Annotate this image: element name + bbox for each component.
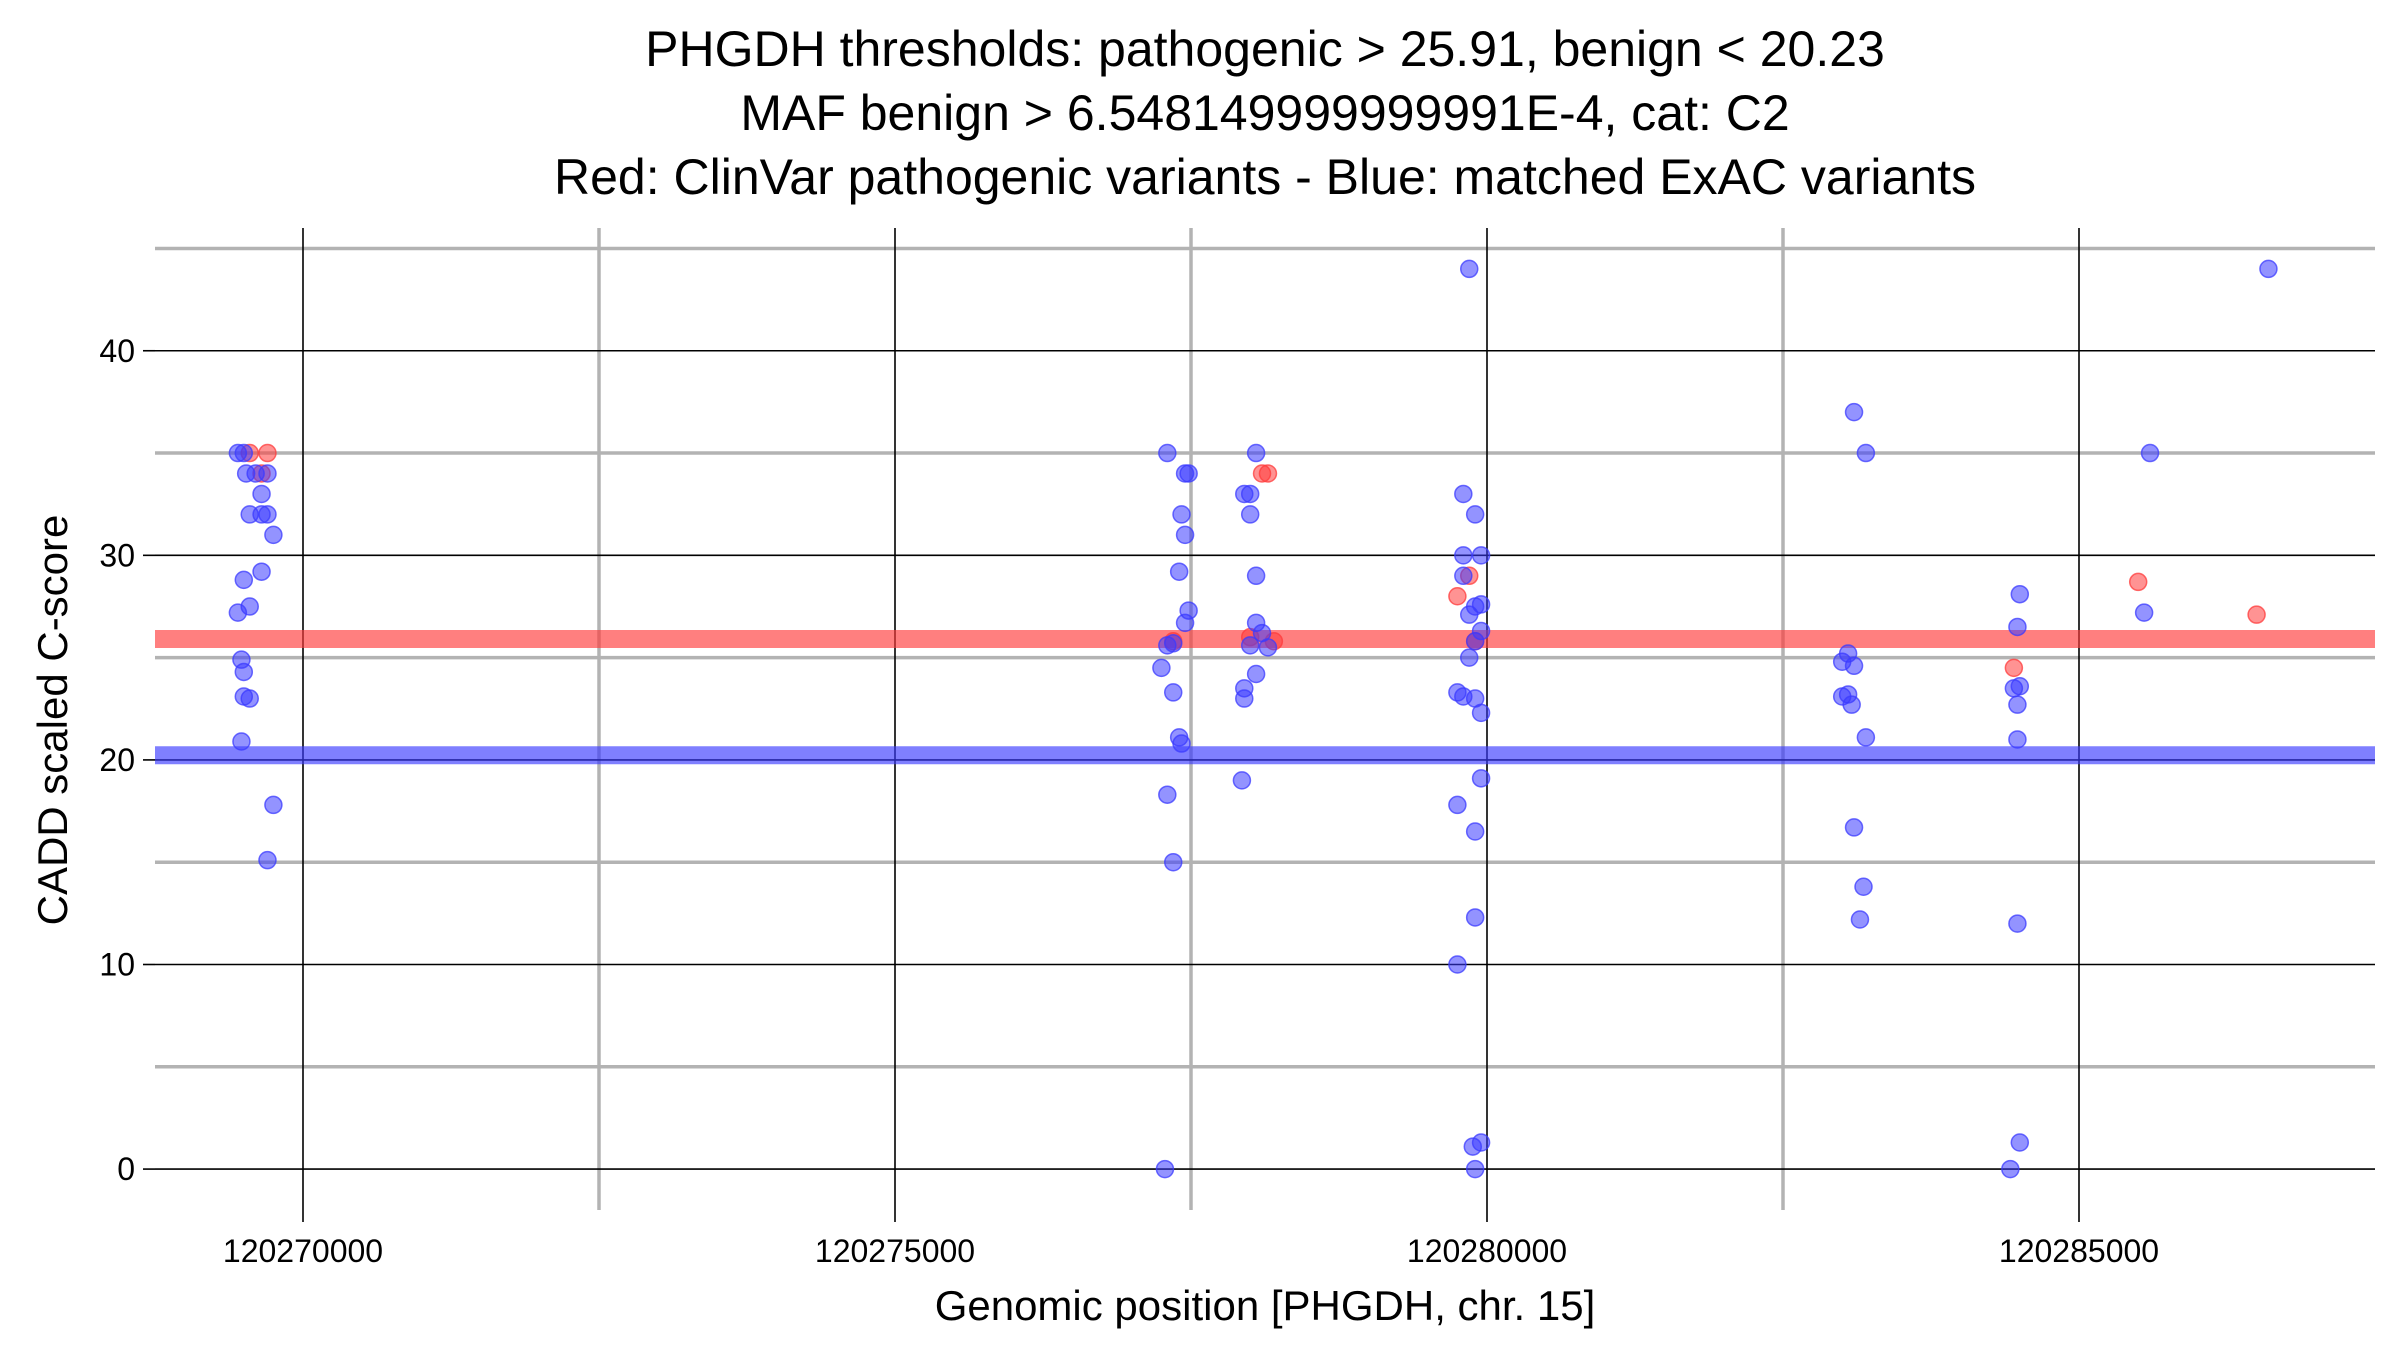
chart-title-line-2: MAF benign > 6.548149999999991E-4, cat: …: [740, 85, 1789, 141]
exac-variant-point: [1179, 464, 1198, 483]
exac-variant-point: [234, 570, 254, 590]
exac-variant-point: [258, 464, 277, 483]
x-tick-label: 120285000: [1999, 1233, 2159, 1269]
chart-title-line-1: PHGDH thresholds: pathogenic > 25.91, be…: [645, 21, 1885, 77]
chart-title-line-3: Red: ClinVar pathogenic variants - Blue:…: [554, 149, 1976, 205]
exac-variant-point: [228, 603, 248, 622]
exac-variant-point: [264, 525, 283, 545]
exac-variant-point: [258, 505, 277, 524]
exac-variant-point: [1169, 562, 1189, 581]
pathogenic-variant-point: [1448, 587, 1467, 606]
data-points: [228, 259, 2278, 1179]
pathogenic-variant-point: [2004, 658, 2024, 678]
exac-variant-point: [1232, 771, 1252, 790]
exac-variant-point: [252, 562, 271, 581]
exac-variant-point: [240, 689, 259, 708]
exac-variant-point: [1155, 1159, 1175, 1179]
exac-variant-point: [232, 732, 251, 751]
exac-variant-point: [1465, 505, 1485, 524]
x-axis-label: Genomic position [PHGDH, chr. 15]: [935, 1282, 1596, 1329]
y-tick-label: 20: [99, 742, 135, 778]
exac-variant-point: [1158, 785, 1177, 804]
exac-variant-point: [1240, 484, 1260, 504]
exac-variant-point: [1454, 484, 1473, 504]
exac-variant-point: [2001, 1159, 2020, 1179]
exac-variant-point: [1465, 1159, 1485, 1179]
exac-variant-point: [1175, 525, 1195, 545]
exac-variant-point: [1465, 822, 1485, 841]
y-axis-label: CADD scaled C-score: [29, 515, 76, 926]
exac-variant-point: [1158, 443, 1177, 463]
exac-variant-point: [1240, 636, 1260, 655]
axis-ticks: 0 10 20 30 40 120270000 120275000 120280000 1202…: [99, 333, 2159, 1269]
exac-variant-point: [1465, 632, 1485, 651]
y-tick-label: 30: [99, 537, 135, 573]
exac-variant-point: [1448, 795, 1467, 815]
pathogenic-variant-point: [2128, 572, 2148, 592]
exac-variant-point: [1459, 259, 1479, 279]
exac-variant-point: [252, 484, 271, 504]
exac-variant-point: [1471, 546, 1491, 565]
exac-variant-point: [234, 443, 254, 463]
exac-variant-point: [1258, 638, 1278, 657]
pathogenic-variant-point: [1258, 464, 1278, 483]
exac-variant-point: [258, 850, 277, 870]
y-tick-label: 10: [99, 947, 135, 983]
exac-variant-point: [1246, 443, 1266, 463]
exac-variant-point: [1471, 769, 1491, 788]
exac-variant-point: [1163, 852, 1183, 872]
exac-variant-point: [1175, 613, 1195, 633]
pathogenic-variant-point: [2247, 605, 2266, 624]
exac-variant-point: [2010, 584, 2030, 604]
y-tick-label: 40: [99, 333, 135, 369]
exac-variant-point: [1448, 955, 1467, 974]
minor-grid: [155, 228, 2375, 1210]
exac-variant-point: [1844, 818, 1864, 837]
exac-variant-point: [1844, 402, 1864, 422]
exac-variant-point: [1240, 505, 1260, 524]
exac-variant-point: [2008, 617, 2027, 637]
exac-variant-point: [1463, 1137, 1483, 1156]
exac-variant-point: [1459, 648, 1479, 667]
exac-variant-point: [2008, 914, 2027, 933]
exac-variant-point: [234, 662, 254, 682]
exac-variant-point: [1172, 505, 1191, 524]
exac-variant-point: [2259, 259, 2278, 279]
chart-title: PHGDH thresholds: pathogenic > 25.91, be…: [554, 21, 1976, 205]
exac-variant-point: [1172, 734, 1191, 753]
y-tick-label: 0: [117, 1151, 135, 1187]
exac-variant-point: [264, 795, 283, 815]
x-tick-label: 120280000: [1407, 1233, 1567, 1269]
exac-variant-point: [1246, 566, 1266, 586]
exac-variant-point: [1152, 658, 1171, 678]
exac-variant-point: [1459, 605, 1479, 624]
exac-variant-point: [2140, 443, 2160, 463]
exac-variant-point: [1454, 566, 1473, 586]
exac-variant-point: [1454, 546, 1473, 565]
exac-variant-point: [1856, 728, 1876, 747]
exac-variant-point: [2008, 730, 2027, 749]
exac-variant-point: [2010, 677, 2030, 696]
pathogenic-variant-point: [258, 443, 277, 463]
exac-variant-point: [1246, 664, 1266, 684]
exac-variant-point: [1465, 908, 1485, 927]
exac-variant-point: [1850, 910, 1870, 929]
exac-variant-point: [1842, 695, 1861, 714]
x-tick-label: 120270000: [223, 1233, 383, 1269]
exac-variant-point: [1471, 595, 1491, 614]
exac-variant-point: [1856, 443, 1876, 463]
exac-variant-point: [1163, 683, 1183, 702]
exac-variant-point: [1163, 634, 1183, 653]
exac-variant-point: [2008, 695, 2027, 714]
exac-variant-point: [2134, 603, 2154, 622]
exac-variant-point: [1471, 703, 1491, 723]
major-grid: [155, 228, 2375, 1210]
exac-variant-point: [1235, 689, 1254, 708]
exac-variant-point: [1832, 652, 1852, 671]
exac-variant-point: [2010, 1133, 2030, 1152]
exac-variant-point: [1854, 877, 1873, 897]
x-tick-label: 120275000: [815, 1233, 975, 1269]
